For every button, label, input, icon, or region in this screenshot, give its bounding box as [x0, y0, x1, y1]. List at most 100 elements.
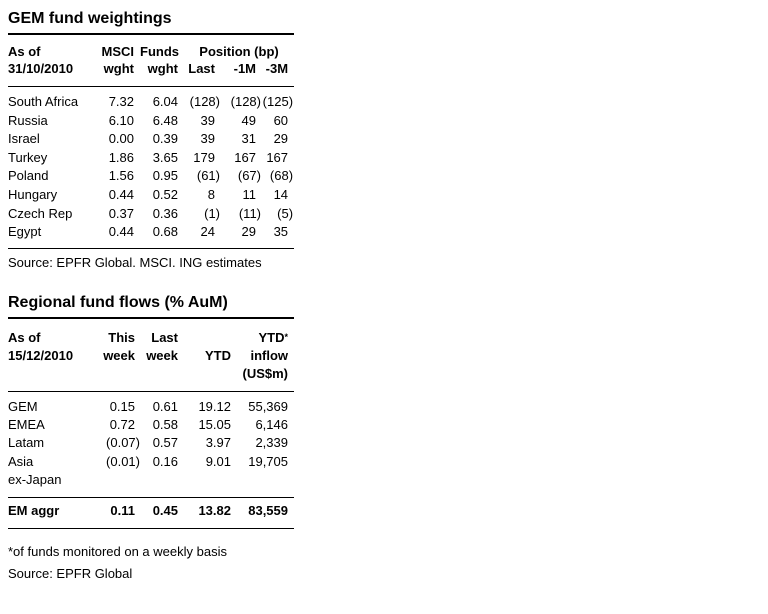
msci-wght-cell: 0.44 [87, 223, 140, 249]
position-3m-cell: 29 [273, 131, 289, 147]
table2-footnote: *of funds monitored on a weekly basis [8, 544, 227, 560]
region-cell: Asia ex-Japan [8, 453, 88, 498]
position-1m-cell: 11 [242, 186, 257, 202]
table-row: EMEA 0.72 0.58 15.05 6,146 [8, 416, 294, 434]
ytd-inflow-header-line1: YTD* [237, 319, 294, 347]
content-column: GEM fund weightings As of MSCI Funds Pos… [8, 7, 295, 582]
position-last-cell: (1) [204, 205, 220, 221]
position-bp-header: Position (bp) [199, 44, 279, 59]
total-row: EM aggr 0.11 0.45 13.82 83,559 [8, 497, 294, 530]
footnote-asterisk: * [284, 331, 288, 342]
msci-wght-cell: 0.37 [108, 205, 134, 221]
regional-fund-flows-table: As of This Last YTD* 15/12/2010 week wee… [8, 319, 294, 530]
minus-3m-header: -3M [262, 60, 295, 87]
table-row: GEM 0.15 0.61 19.12 55,369 [8, 391, 294, 416]
position-3m-cell: (125) [262, 94, 294, 109]
table-row: Poland 1.56 0.95 (61) (67) (68) [8, 167, 294, 186]
msci-wght-header: wght [87, 60, 140, 87]
table-row: Latam (0.07) 0.57 3.97 2,339 [8, 434, 294, 452]
funds-wght-cell: 6.48 [152, 112, 178, 128]
msci-wght-cell: 7.32 [108, 94, 134, 109]
position-3m-cell: 14 [273, 186, 289, 202]
report-page: GEM fund weightings As of MSCI Funds Pos… [8, 7, 295, 582]
country-cell: Hungary [8, 186, 58, 202]
table-row: Egypt 0.44 0.68 24 29 35 [8, 223, 295, 249]
msci-wght-cell: 1.86 [108, 149, 134, 165]
position-1m-cell: 29 [221, 223, 262, 249]
ytd-inflow-header-line2: inflow [250, 347, 288, 363]
funds-wght-header: wght [140, 60, 184, 87]
this-week-cell: 0.72 [109, 417, 135, 433]
country-cell: Egypt [8, 223, 87, 249]
date-header: 15/12/2010 [8, 347, 74, 363]
last-week-cell: 0.58 [152, 417, 178, 433]
this-week-cell: 0.11 [88, 497, 141, 530]
position-last-cell: 24 [184, 223, 221, 249]
region-cell: Latam [8, 435, 45, 451]
funds-header: Funds [140, 44, 179, 59]
table-row: Asia ex-Japan (0.01) 0.16 9.01 19,705 [8, 453, 294, 498]
ytd-inflow-cell: 19,705 [248, 453, 288, 469]
last-week-cell: 0.57 [152, 435, 178, 451]
country-cell: South Africa [8, 94, 79, 109]
table-row: Hungary 0.44 0.52 8 11 14 [8, 186, 294, 205]
country-cell: Poland [8, 168, 49, 184]
table1-title: GEM fund weightings [8, 7, 294, 35]
funds-wght-cell: 0.68 [140, 223, 184, 249]
table2-title: Regional fund flows (% AuM) [8, 291, 294, 319]
this-week-header-line2: week [103, 347, 135, 363]
funds-wght-cell: 0.39 [152, 131, 178, 147]
empty-header-cell [88, 364, 141, 392]
funds-wght-cell: 0.52 [152, 186, 178, 202]
position-3m-cell: (68) [269, 168, 294, 184]
position-last-cell: 179 [193, 149, 215, 165]
ytd-cell: 3.97 [205, 435, 231, 451]
last-week-cell: 0.61 [152, 398, 178, 414]
region-cell: EM aggr [8, 497, 88, 530]
header-row: As of MSCI Funds Position (bp) [8, 35, 294, 60]
header-row: As of This Last YTD* [8, 319, 294, 347]
ytd-header: YTD [205, 347, 231, 363]
table-row: Israel 0.00 0.39 39 31 29 [8, 130, 294, 149]
position-last-cell: 39 [200, 131, 215, 147]
empty-header-cell [8, 364, 88, 392]
position-1m-cell: (67) [237, 168, 261, 184]
ytd-cell: 19.12 [198, 398, 231, 414]
last-week-header-line1: Last [151, 329, 178, 345]
ytd-cell: 13.82 [184, 497, 237, 530]
country-cell: Israel [8, 131, 40, 147]
gem-fund-weightings-table: As of MSCI Funds Position (bp) 31/10/201… [8, 35, 295, 249]
header-row: 31/10/2010 wght wght Last -1M -3M [8, 60, 295, 87]
this-week-cell: 0.15 [109, 398, 135, 414]
last-week-header-line2: week [146, 347, 178, 363]
table2-body: GEM 0.15 0.61 19.12 55,369 EMEA 0.72 0.5… [8, 391, 294, 530]
funds-wght-cell: 6.04 [152, 94, 178, 109]
ytd-star-label: YTD [258, 329, 285, 345]
position-1m-cell: 49 [241, 112, 256, 128]
funds-wght-cell: 0.36 [152, 205, 178, 221]
position-last-cell: (61) [196, 168, 220, 184]
this-week-header-line1: This [108, 329, 135, 345]
table1-source: Source: EPFR Global. MSCI. ING estimates [8, 254, 262, 270]
region-name-line1: Asia [8, 453, 34, 469]
table1-body: South Africa 7.32 6.04 (128) (128) (125)… [8, 87, 295, 249]
region-cell: GEM [8, 398, 38, 414]
ytd-inflow-cell: 55,369 [248, 398, 288, 414]
this-week-cell: (0.07) [106, 435, 140, 451]
region-name-line2: ex-Japan [8, 471, 62, 487]
table-row: South Africa 7.32 6.04 (128) (128) (125) [8, 87, 294, 112]
region-cell: EMEA [8, 417, 45, 433]
position-3m-cell: 35 [262, 223, 295, 249]
position-1m-cell: (128) [230, 94, 261, 109]
empty-header-cell [184, 364, 237, 392]
table-row: Turkey 1.86 3.65 179 167 167 [8, 149, 294, 168]
table2-header: As of This Last YTD* 15/12/2010 week wee… [8, 319, 294, 392]
position-last-cell: (128) [189, 94, 220, 109]
position-3m-cell: 167 [266, 149, 289, 165]
country-cell: Turkey [8, 149, 48, 165]
msci-header: MSCI [101, 44, 135, 59]
as-of-header: As of [8, 44, 41, 59]
ytd-inflow-cell: 2,339 [255, 435, 288, 451]
msci-wght-cell: 0.44 [108, 186, 134, 202]
minus-1m-header: -1M [221, 60, 262, 87]
